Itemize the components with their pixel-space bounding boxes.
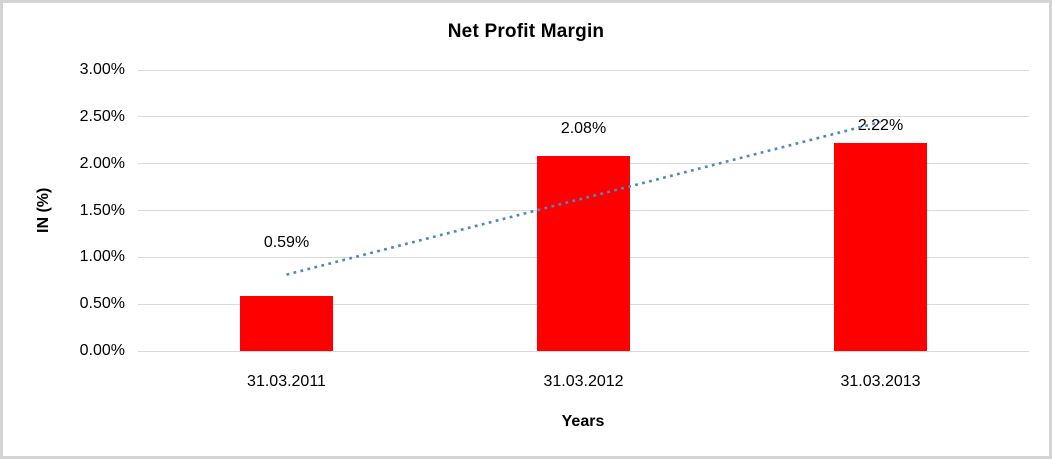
plot-area: 0.59% 2.08% 2.22% [138, 69, 1029, 352]
y-tick-label: 1.00% [79, 248, 125, 266]
trendline [286, 120, 881, 276]
bar-data-label: 2.08% [560, 120, 607, 138]
y-tick-label: 0.00% [79, 342, 125, 359]
bar-data-label: 2.22% [857, 117, 904, 135]
y-tick-label: 2.00% [79, 154, 125, 172]
bar [240, 295, 333, 351]
bar [537, 156, 630, 351]
gridline [138, 116, 1029, 118]
x-tick-label: 31.03.2011 [247, 373, 326, 390]
gridline [138, 69, 1029, 71]
y-tick-label: 2.50% [79, 107, 125, 125]
bar [834, 143, 927, 351]
x-tick-label: 31.03.2013 [840, 373, 921, 390]
chart-title: Net Profit Margin [447, 21, 605, 42]
y-tick-label: 3.00% [79, 61, 125, 78]
gridline [138, 350, 1029, 352]
y-tick-label: 1.50% [79, 201, 125, 219]
y-tick-label: 0.50% [79, 295, 125, 313]
bar-data-label: 0.59% [263, 233, 310, 251]
x-tick-label: 31.03.2012 [543, 373, 624, 390]
x-axis-title: Years [561, 413, 605, 430]
